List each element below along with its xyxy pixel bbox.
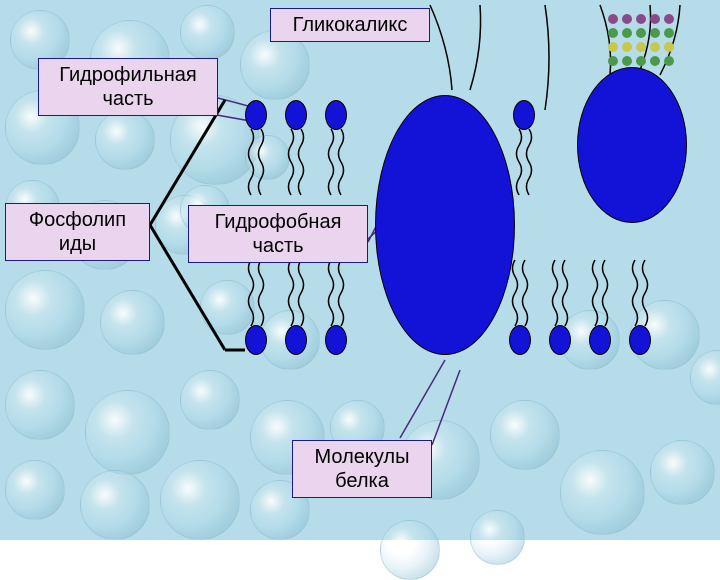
label-proteins: Молекулы белка (292, 440, 432, 498)
label-hydrophobic: Гидрофобная часть (188, 205, 368, 263)
label-hydrophilic: Гидрофильная часть (38, 58, 218, 116)
label-glycocalyx: Гликокаликс (270, 8, 430, 42)
decorative-dots (608, 14, 674, 66)
label-phospholipids: Фосфолип иды (5, 203, 150, 261)
